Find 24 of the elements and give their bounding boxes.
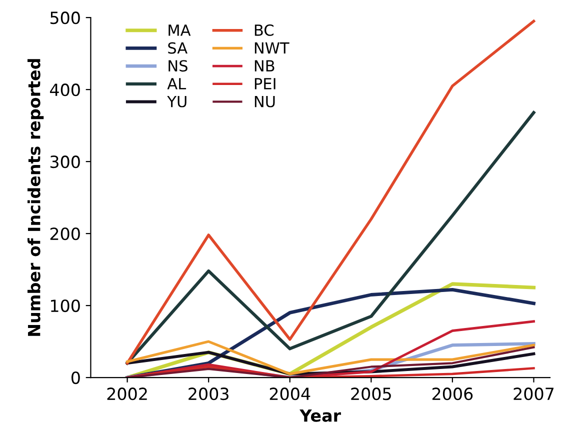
y-tick-label: 100 xyxy=(51,300,80,312)
legend-label: SA xyxy=(168,42,188,54)
x-axis-title: Year xyxy=(300,409,341,422)
y-tick-label: 300 xyxy=(50,156,80,168)
legend-label: BC xyxy=(254,24,274,36)
y-axis-title: Number of Incidents reported xyxy=(28,59,44,336)
legend-label: YU xyxy=(167,96,186,108)
legend-label: NU xyxy=(254,96,275,108)
x-tick-label: 2005 xyxy=(351,388,391,400)
y-tick-label: 200 xyxy=(50,228,80,240)
y-tick-label: 500 xyxy=(50,12,80,24)
legend-label: MA xyxy=(168,24,191,36)
x-tick-label: 2006 xyxy=(432,388,473,400)
x-tick-label: 2004 xyxy=(270,388,310,400)
y-tick-label: 0 xyxy=(71,372,80,384)
legend-label: PEI xyxy=(254,78,276,90)
legend-label: NS xyxy=(168,60,188,72)
x-tick-label: 2003 xyxy=(188,388,228,400)
y-tick-label: 400 xyxy=(50,84,80,96)
legend-label: NWT xyxy=(254,42,290,54)
legend-label: AL xyxy=(167,78,186,90)
legend-label: NB xyxy=(254,60,274,72)
x-tick-label: 2002 xyxy=(107,388,147,400)
x-tick-label: 2007 xyxy=(514,388,554,400)
